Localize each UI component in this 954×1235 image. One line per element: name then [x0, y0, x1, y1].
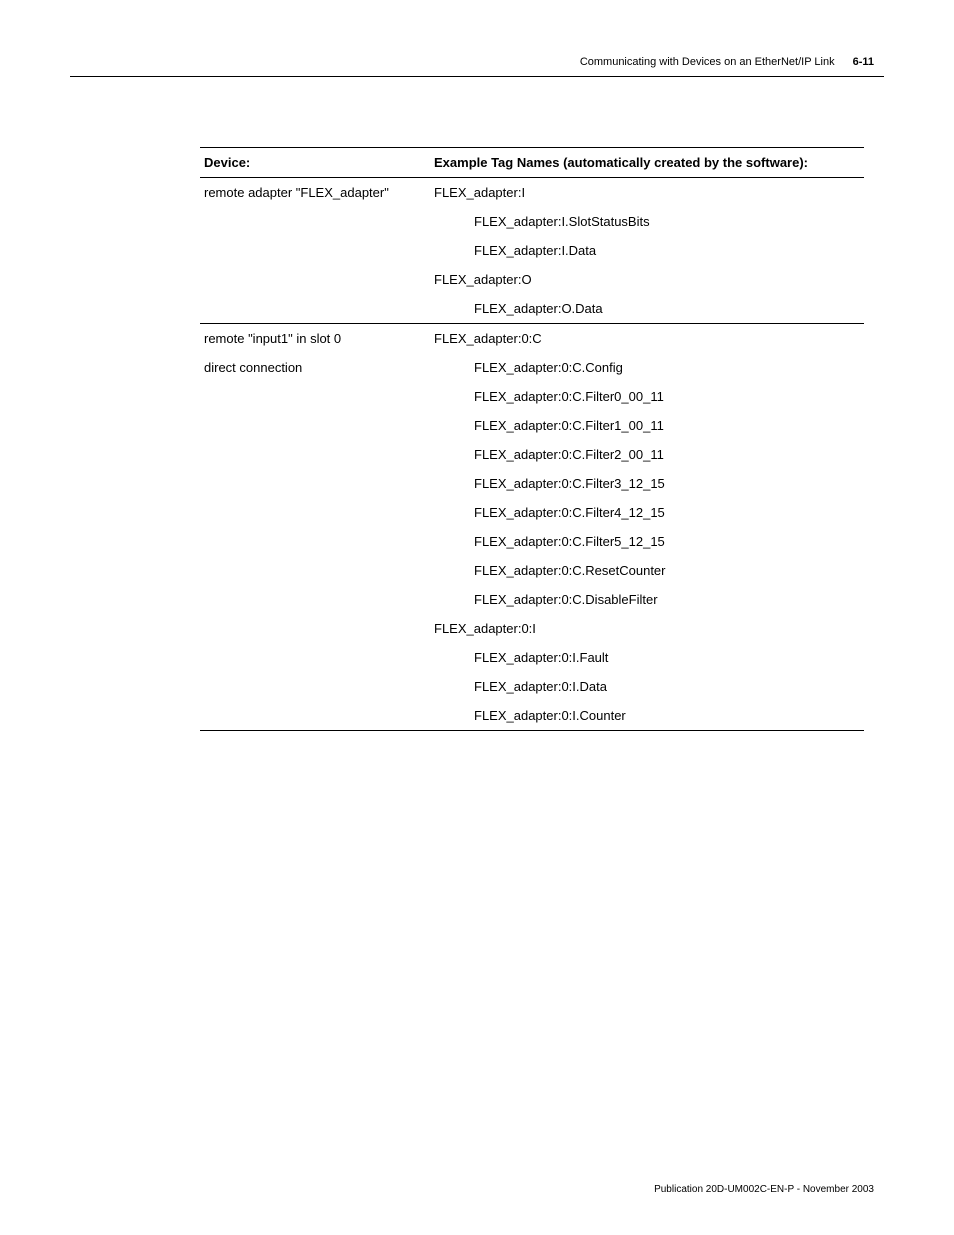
tag-name: FLEX_adapter:0:I: [430, 614, 864, 643]
tag-name: FLEX_adapter:0:I.Fault: [430, 643, 864, 672]
tag-name: FLEX_adapter:0:I.Counter: [430, 701, 864, 730]
tag-name: FLEX_adapter:0:C.ResetCounter: [430, 556, 864, 585]
tag-name: FLEX_adapter:0:I.Data: [430, 672, 864, 701]
header-divider: [70, 76, 884, 77]
tag-name: FLEX_adapter:0:C.DisableFilter: [430, 585, 864, 614]
tag-name: FLEX_adapter:0:C.Filter3_12_15: [430, 469, 864, 498]
table-section: remote "input1" in slot 0 direct connecti…: [200, 323, 864, 731]
device-cell: remote "input1" in slot 0 direct connecti…: [200, 324, 430, 382]
tag-name: FLEX_adapter:I: [430, 178, 864, 207]
col-header-device: Device:: [200, 148, 430, 177]
footer-publication: Publication 20D-UM002C-EN-P - November 2…: [654, 1184, 874, 1195]
device-cell: remote adapter "FLEX_adapter": [200, 178, 430, 207]
page-header: Communicating with Devices on an EtherNe…: [70, 56, 884, 68]
table-section: remote adapter "FLEX_adapter"FLEX_adapte…: [200, 177, 864, 323]
tag-name: FLEX_adapter:0:C.Filter1_00_11: [430, 411, 864, 440]
tag-name: FLEX_adapter:I.SlotStatusBits: [430, 207, 864, 236]
device-line: remote "input1" in slot 0: [204, 331, 430, 346]
tag-name: FLEX_adapter:O.Data: [430, 294, 864, 323]
tag-name: FLEX_adapter:0:C.Filter4_12_15: [430, 498, 864, 527]
tag-name: FLEX_adapter:O: [430, 265, 864, 294]
tag-name: FLEX_adapter:0:C.Filter2_00_11: [430, 440, 864, 469]
header-page-number: 6-11: [853, 56, 874, 68]
tag-table: Device: Example Tag Names (automatically…: [200, 147, 864, 731]
header-title: Communicating with Devices on an EtherNe…: [580, 56, 835, 68]
device-line: remote adapter "FLEX_adapter": [204, 185, 430, 200]
table-header-row: Device: Example Tag Names (automatically…: [200, 147, 864, 177]
device-line: direct connection: [204, 360, 430, 375]
tag-name: FLEX_adapter:0:C.Filter0_00_11: [430, 382, 864, 411]
tag-name: FLEX_adapter:0:C.Config: [430, 353, 864, 382]
tags-cell: FLEX_adapter:IFLEX_adapter:I.SlotStatusB…: [430, 178, 864, 323]
tag-name: FLEX_adapter:0:C.Filter5_12_15: [430, 527, 864, 556]
tags-cell: FLEX_adapter:0:CFLEX_adapter:0:C.ConfigF…: [430, 324, 864, 730]
tag-name: FLEX_adapter:0:C: [430, 324, 864, 353]
col-header-tags: Example Tag Names (automatically created…: [430, 148, 864, 177]
tag-name: FLEX_adapter:I.Data: [430, 236, 864, 265]
